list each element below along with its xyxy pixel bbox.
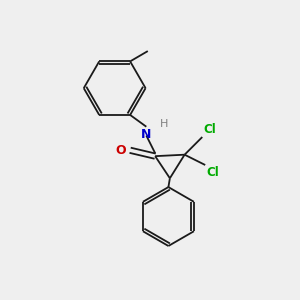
Text: O: O [115,144,126,157]
Text: H: H [160,119,168,129]
Text: Cl: Cl [207,167,219,179]
Text: N: N [141,128,152,141]
Text: Cl: Cl [204,123,217,136]
